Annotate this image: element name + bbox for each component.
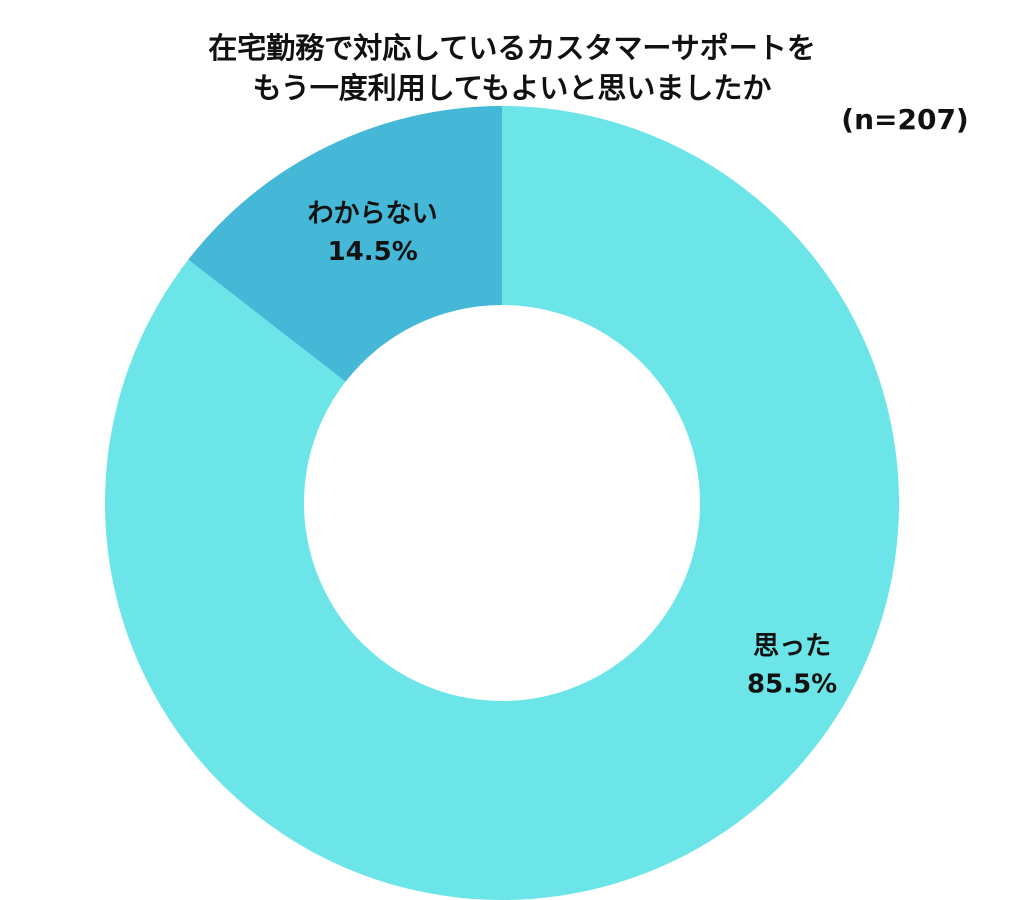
slice-1-arc: [104, 106, 900, 900]
sample-size-label: (n=207): [841, 103, 969, 136]
donut-labels: 思った 85.5% わからない 14.5%: [308, 199, 838, 700]
chart-title-line-1: 在宅勤務で対応しているカスタマーサポートを: [208, 31, 816, 65]
slice-2-category-label: わからない: [308, 199, 438, 229]
donut-slices: [104, 106, 900, 900]
slice-1-value-label: 85.5%: [747, 670, 837, 700]
chart-title: 在宅勤務で対応しているカスタマーサポートを もう一度利用してもよいと思いましたか: [0, 28, 1024, 108]
chart-title-line-2: もう一度利用してもよいと思いましたか: [252, 71, 772, 105]
slice-2-value-label: 14.5%: [328, 237, 418, 267]
slice-1-category-label: 思った: [753, 632, 831, 662]
slice-2-arc: [188, 106, 502, 382]
